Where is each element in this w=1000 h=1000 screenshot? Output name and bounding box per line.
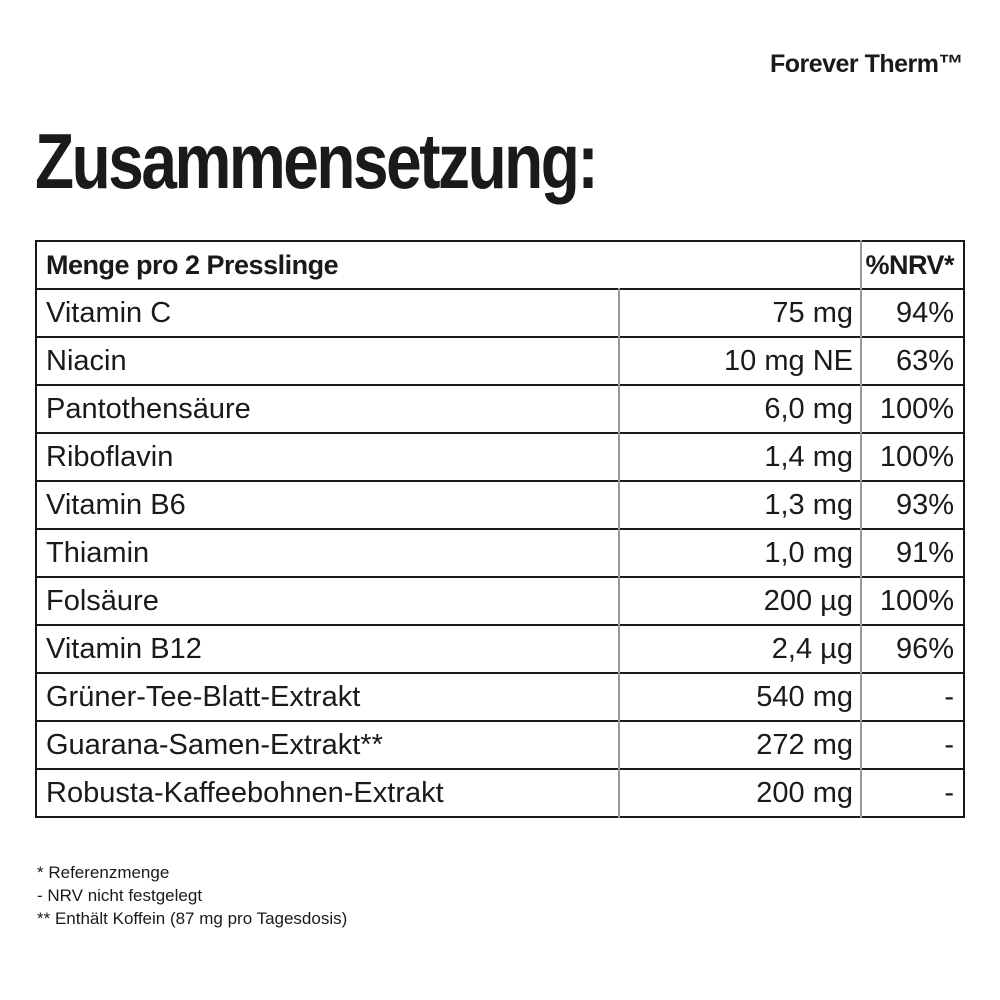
table-row: Niacin 10 mg NE 63% xyxy=(36,337,964,385)
nrv-cell: 63% xyxy=(860,337,964,385)
amount-cell: 2,4 µg xyxy=(618,625,861,673)
ingredient-name-cell: Grüner-Tee-Blatt-Extrakt xyxy=(46,680,361,713)
nrv-cell: - xyxy=(860,721,964,769)
amount-cell: 1,4 mg xyxy=(618,433,861,481)
ingredient-name-cell: Guarana-Samen-Extrakt** xyxy=(46,728,383,761)
footnote-line: ** Enthält Koffein (87 mg pro Tagesdosis… xyxy=(37,909,348,928)
table-row: Riboflavin 1,4 mg 100% xyxy=(36,433,964,481)
ingredient-name-cell: Folsäure xyxy=(46,584,159,617)
footnote-line: - NRV nicht festgelegt xyxy=(37,886,203,905)
nrv-cell: 100% xyxy=(860,577,964,625)
ingredient-name-cell: Thiamin xyxy=(46,536,150,569)
table-row: Pantothensäure 6,0 mg 100% xyxy=(36,385,964,433)
nrv-cell: 96% xyxy=(860,625,964,673)
footnote-line: * Referenzmenge xyxy=(37,863,170,882)
table-header-row: Menge pro 2 Presslinge %NRV* xyxy=(36,241,964,289)
table-header-nrv: %NRV* xyxy=(860,241,964,289)
composition-table: Menge pro 2 Presslinge %NRV* Vitamin C 7… xyxy=(35,240,965,818)
amount-cell: 6,0 mg xyxy=(618,385,861,433)
footnotes: * Referenzmenge - NRV nicht festgelegt *… xyxy=(37,861,347,930)
amount-cell: 10 mg NE xyxy=(618,337,861,385)
ingredient-name-cell: Vitamin C xyxy=(46,296,172,329)
ingredient-name-cell: Riboflavin xyxy=(46,440,174,473)
nrv-cell: - xyxy=(860,673,964,721)
amount-cell: 75 mg xyxy=(618,289,861,337)
amount-cell: 540 mg xyxy=(618,673,861,721)
amount-cell: 1,0 mg xyxy=(618,529,861,577)
ingredient-name-cell: Vitamin B12 xyxy=(46,632,202,665)
table-row: Guarana-Samen-Extrakt** 272 mg - xyxy=(36,721,964,769)
table-row: Thiamin 1,0 mg 91% xyxy=(36,529,964,577)
nrv-cell: 100% xyxy=(860,433,964,481)
nrv-cell: 93% xyxy=(860,481,964,529)
table-row: Vitamin B6 1,3 mg 93% xyxy=(36,481,964,529)
ingredient-name-cell: Pantothensäure xyxy=(46,392,251,425)
ingredient-name-cell: Vitamin B6 xyxy=(46,488,186,521)
nrv-cell: 91% xyxy=(860,529,964,577)
amount-cell: 1,3 mg xyxy=(618,481,861,529)
table-header-serving: Menge pro 2 Presslinge xyxy=(46,249,339,280)
table-row: Vitamin C 75 mg 94% xyxy=(36,289,964,337)
page-title: Zusammensetzung: xyxy=(35,117,599,205)
nrv-cell: 100% xyxy=(860,385,964,433)
amount-cell: 200 mg xyxy=(618,769,861,817)
table-row: Folsäure 200 µg 100% xyxy=(36,577,964,625)
nrv-cell: - xyxy=(860,769,964,817)
amount-cell: 200 µg xyxy=(618,577,861,625)
table-row: Robusta-Kaffeebohnen-Extrakt 200 mg - xyxy=(36,769,964,817)
brand-text: Forever Therm™ xyxy=(769,50,964,78)
table-row: Vitamin B12 2,4 µg 96% xyxy=(36,625,964,673)
amount-cell: 272 mg xyxy=(618,721,861,769)
nrv-cell: 94% xyxy=(860,289,964,337)
ingredient-name-cell: Robusta-Kaffeebohnen-Extrakt xyxy=(46,776,444,809)
ingredient-name-cell: Niacin xyxy=(46,344,127,377)
table-row: Grüner-Tee-Blatt-Extrakt 540 mg - xyxy=(36,673,964,721)
